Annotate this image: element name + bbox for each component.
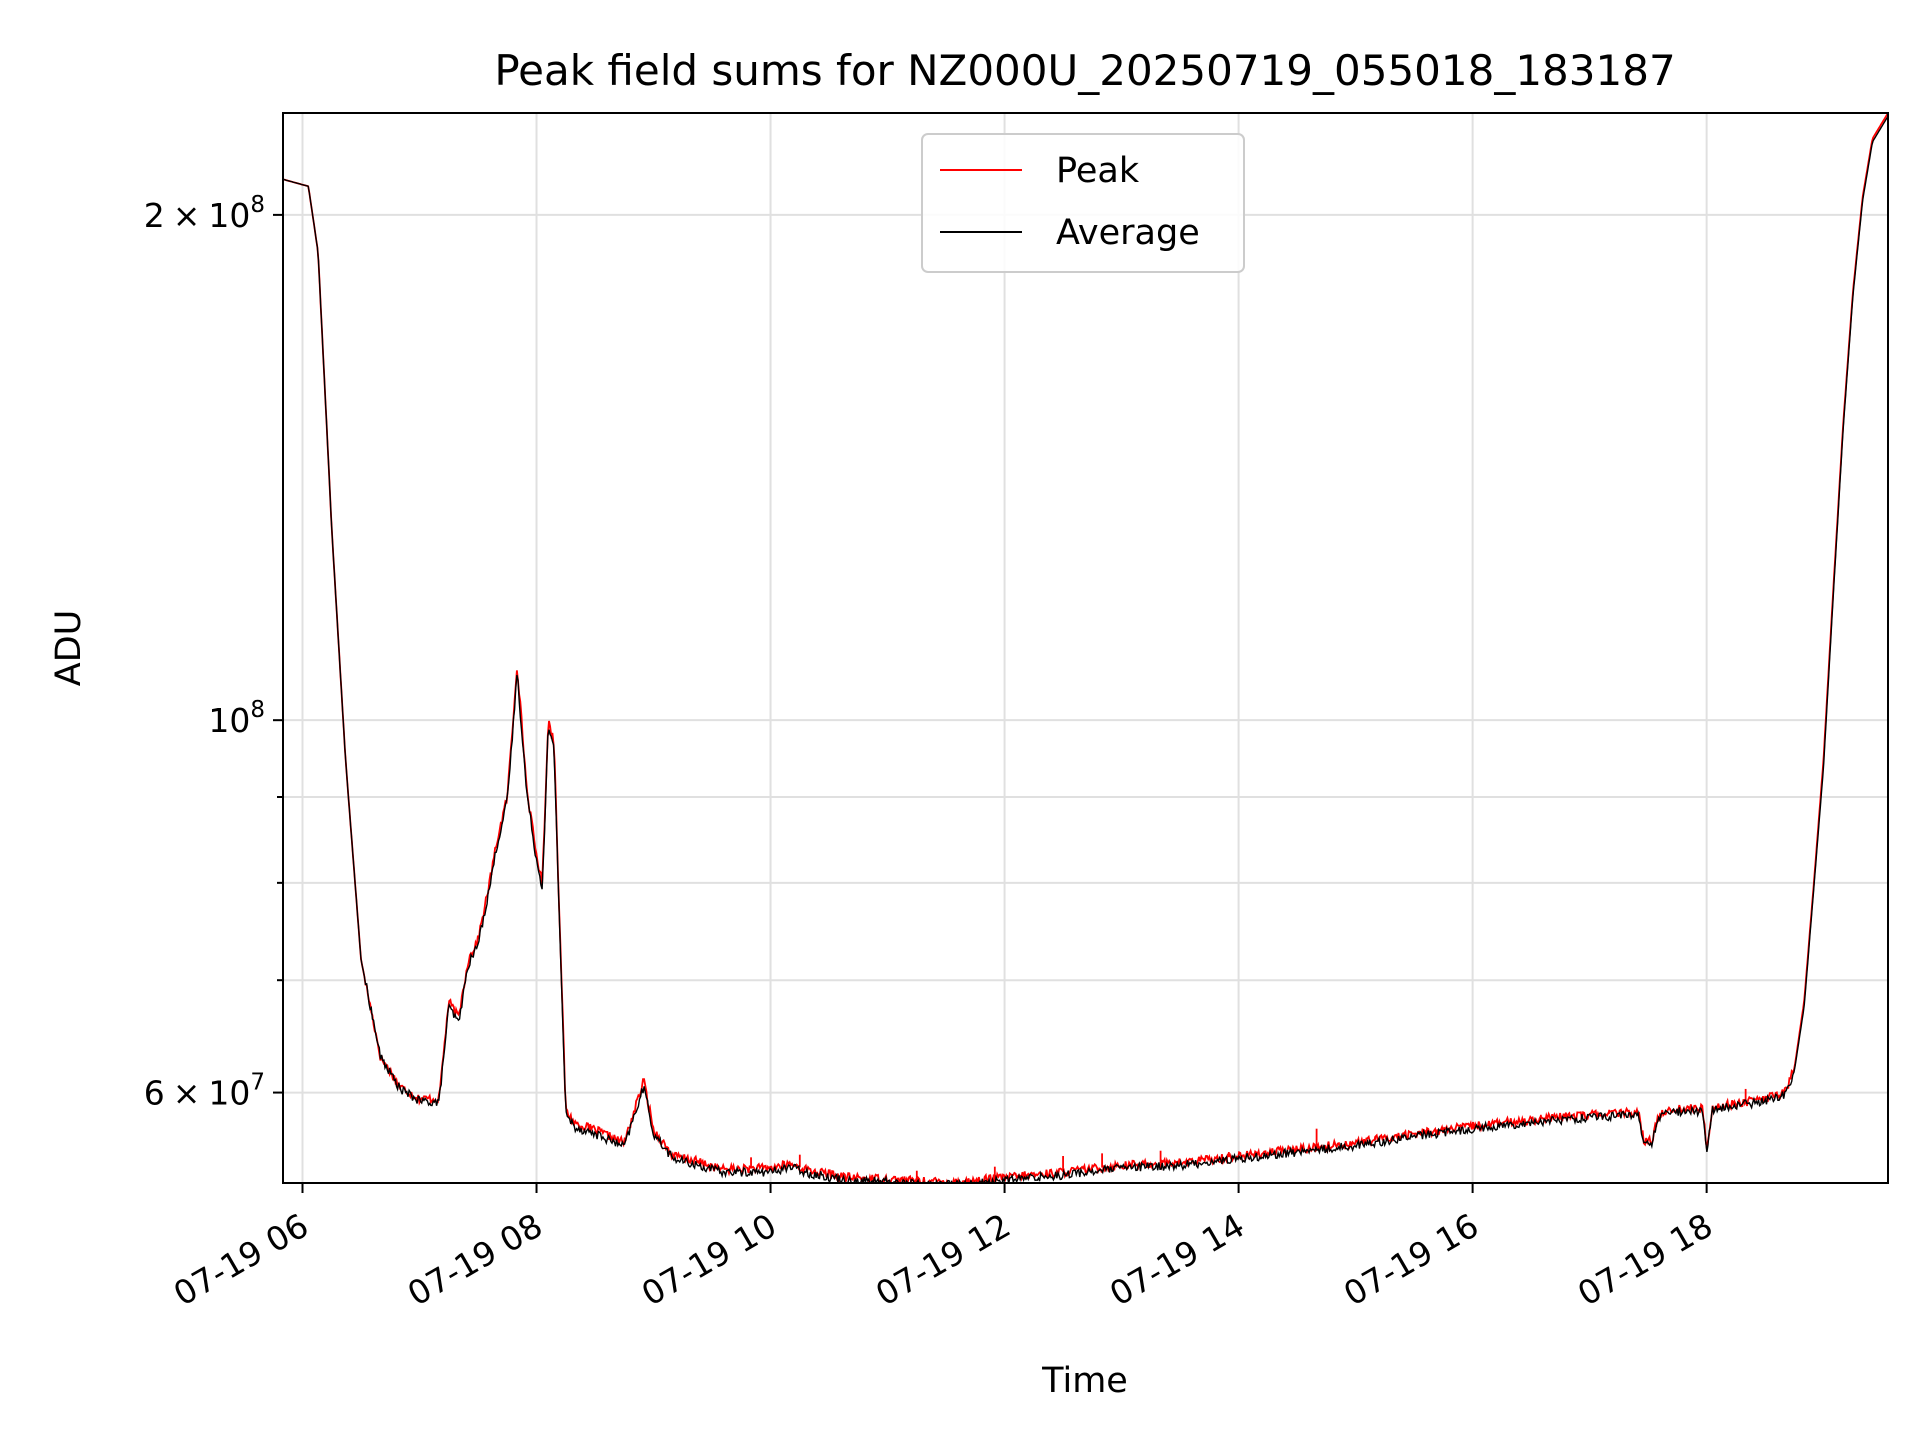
- y-tick-label: 6 × 107: [144, 1070, 265, 1113]
- y-axis-label: ADU: [49, 610, 89, 687]
- y-tick-exponent: 8: [250, 697, 265, 723]
- plot-frame: [282, 112, 1889, 1184]
- y-tick-exponent: 8: [250, 192, 265, 218]
- y-tick-mantissa: 6: [144, 1074, 165, 1113]
- y-tick-label: 108: [208, 697, 265, 740]
- legend-label: Peak: [1056, 151, 1140, 191]
- y-tick-base: 10: [208, 196, 250, 235]
- y-tick-base: 10: [208, 701, 250, 740]
- chart-title: Peak field sums for NZ000U_20250719_0550…: [494, 46, 1675, 95]
- series-line-average: [283, 115, 1888, 1183]
- series-line-peak: [283, 113, 1888, 1183]
- y-tick-times: ×: [173, 1074, 201, 1113]
- legend-box: [921, 133, 1245, 273]
- y-tick-mantissa: 2: [144, 196, 165, 235]
- y-tick-label: 2 × 108: [144, 192, 265, 235]
- legend: Peak Average: [921, 133, 1245, 273]
- y-tick-exponent: 7: [250, 1070, 265, 1096]
- y-tick-base: 10: [208, 1074, 250, 1113]
- legend-label: Average: [1056, 213, 1200, 253]
- x-axis-label: Time: [1041, 1361, 1128, 1401]
- series-group: [283, 113, 1888, 1183]
- y-tick-times: ×: [173, 196, 201, 235]
